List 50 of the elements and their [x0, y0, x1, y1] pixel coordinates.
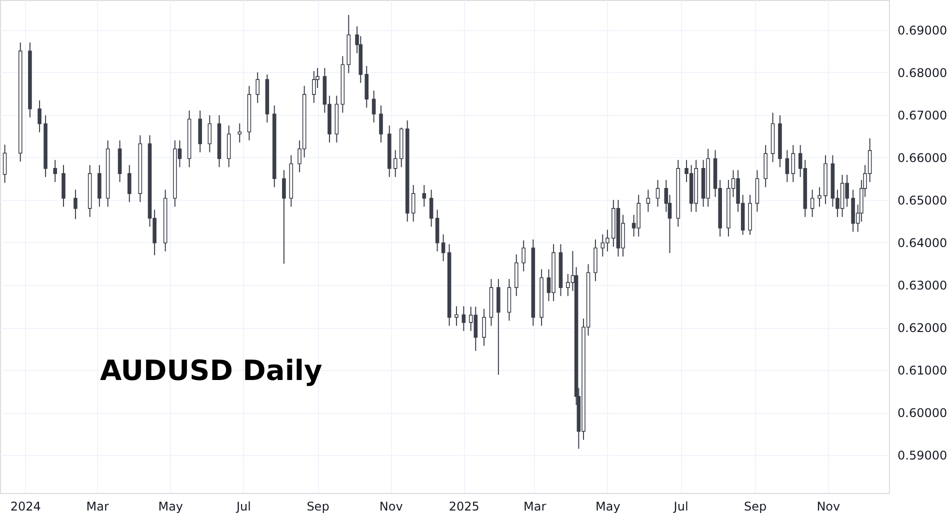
x-tick-label: 2025	[448, 500, 480, 514]
candlestick	[785, 150, 790, 183]
candlestick	[462, 306, 466, 332]
annotation: AUDUSD Daily	[100, 354, 322, 387]
candlestick	[208, 114, 212, 153]
candlestick	[256, 72, 260, 104]
candlestick	[818, 186, 822, 208]
candlestick	[312, 70, 316, 104]
y-tick-label: 0.69000	[898, 23, 948, 38]
x-tick-label: Nov	[816, 500, 840, 514]
y-tick-label: 0.60000	[898, 406, 948, 420]
candlestick	[379, 104, 383, 143]
x-tick-label: Sep	[744, 500, 767, 514]
x-tick-label: Sep	[306, 500, 330, 514]
x-tick-label: May	[158, 500, 184, 514]
x-tick-label: Jul	[672, 500, 688, 514]
x-tick-label: Nov	[379, 500, 403, 514]
candlestick	[282, 170, 286, 264]
candlestick	[454, 306, 458, 326]
y-tick-label: 0.66000	[898, 150, 948, 165]
candlestick	[482, 308, 486, 346]
y-tick-label: 0.64000	[898, 236, 948, 250]
x-tick-label: Mar	[524, 500, 546, 514]
y-tick-label: 0.62000	[898, 321, 948, 336]
x-tick-label: Mar	[86, 500, 109, 514]
candlestick	[393, 150, 398, 178]
candlestick	[441, 234, 446, 262]
y-tick-label: 0.59000	[898, 448, 948, 463]
candlestick	[74, 189, 78, 220]
candlestick	[656, 179, 660, 208]
candlestick	[429, 189, 434, 228]
x-tick-label: 2024	[10, 500, 41, 514]
y-tick-label: 0.68000	[898, 66, 948, 80]
candlestick	[53, 159, 58, 183]
y-tick-label: 0.61000	[898, 364, 948, 378]
x-tick-label: Jul	[235, 500, 251, 514]
candlestick	[372, 90, 376, 124]
x-tick-label: May	[596, 500, 620, 514]
candlestick	[791, 144, 796, 183]
candlestick	[38, 100, 42, 133]
candlestick	[810, 189, 814, 218]
candlestick	[522, 240, 526, 272]
candlestick	[422, 184, 426, 208]
candlestick	[238, 122, 242, 143]
candlestick	[127, 164, 132, 203]
y-tick-label: 0.65000	[898, 193, 948, 208]
y-tick-label: 0.63000	[898, 278, 948, 292]
candlestick	[2, 144, 7, 184]
y-tick-label: 0.67000	[898, 108, 948, 122]
candlestick	[411, 184, 416, 222]
